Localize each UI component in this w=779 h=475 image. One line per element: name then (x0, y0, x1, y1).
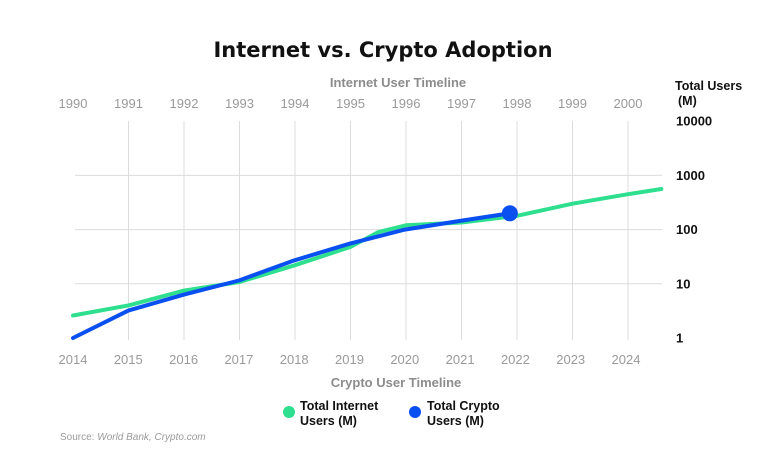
legend: Total Internet Users (M) Total Crypto Us… (283, 399, 500, 428)
source-prefix: Source: (60, 432, 97, 443)
bottom-tick-label: 2019 (335, 352, 364, 367)
bottom-tick-label: 2020 (390, 352, 419, 367)
top-tick-label: 1993 (225, 96, 254, 111)
top-tick-label: 1992 (170, 96, 199, 111)
series-lines (71, 187, 664, 340)
internet-users-line (71, 187, 664, 318)
bottom-tick-label: 2015 (114, 352, 143, 367)
legend-internet-label-line-1: Total Internet (300, 399, 379, 413)
top-tick-label: 1991 (114, 96, 143, 111)
legend-crypto-label-line-2: Users (M) (427, 414, 484, 428)
top-tick-label: 2000 (614, 96, 643, 111)
crypto-latest-point (501, 205, 518, 222)
y-tick-label: 10 (676, 276, 690, 291)
top-tick-label: 1998 (503, 96, 532, 111)
bottom-tick-label: 2024 (612, 352, 641, 367)
y-tick-label: 1 (676, 331, 683, 346)
y-tick-label: 10000 (676, 114, 712, 129)
y-tick-label: 1000 (676, 168, 705, 183)
top-tick-label: 1990 (59, 96, 88, 111)
source-note: Source: World Bank, Crypto.com (60, 432, 206, 443)
bottom-tick-label: 2018 (280, 352, 309, 367)
legend-crypto-label-line-1: Total Crypto (427, 399, 500, 413)
top-axis-ticks: 1990 1991 1992 1993 1994 1995 1996 1997 1998 1999… (59, 96, 643, 111)
chart-title: Internet vs. Crypto Adoption (213, 38, 552, 62)
bottom-tick-label: 2016 (169, 352, 198, 367)
y-tick-label: 100 (676, 222, 698, 237)
crypto-users-line (71, 211, 512, 340)
y-axis-ticks: 1 10 100 1000 10000 (676, 114, 712, 346)
bottom-tick-label: 2021 (446, 352, 475, 367)
top-tick-label: 1995 (336, 96, 365, 111)
source-text: World Bank, Crypto.com (97, 432, 205, 443)
bottom-axis-title: Crypto User Timeline (331, 375, 462, 390)
bottom-tick-label: 2017 (224, 352, 253, 367)
legend-crypto-swatch (409, 406, 421, 418)
top-tick-label: 1996 (392, 96, 421, 111)
y-axis-title-line-1: Total Users (675, 79, 742, 93)
legend-internet-label-line-2: Users (M) (300, 414, 357, 428)
top-tick-label: 1997 (447, 96, 476, 111)
top-tick-label: 1999 (558, 96, 587, 111)
bottom-axis-ticks: 2014 2015 2016 2017 2018 2019 2020 2021 2022 2023… (59, 352, 641, 367)
legend-internet-swatch (283, 406, 295, 418)
bottom-tick-label: 2014 (59, 352, 88, 367)
bottom-tick-label: 2022 (501, 352, 530, 367)
bottom-tick-label: 2023 (556, 352, 585, 367)
y-axis-title-line-2: (M) (678, 94, 697, 108)
top-axis-title: Internet User Timeline (330, 75, 466, 90)
top-tick-label: 1994 (281, 96, 310, 111)
grid-lines (75, 121, 662, 340)
